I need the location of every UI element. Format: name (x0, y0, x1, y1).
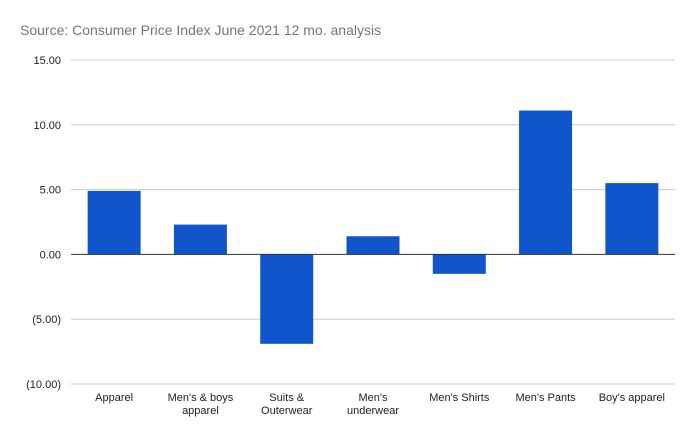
x-tick-label: apparel (182, 405, 219, 417)
y-tick-label: 10.00 (33, 120, 61, 132)
y-tick-label: 15.00 (33, 55, 61, 67)
x-tick-label: Men's (359, 392, 388, 404)
y-axis: 15.00 10.00 5.00 0.00 (5.00) (10.00) (26, 55, 61, 391)
bar (173, 224, 227, 255)
chart-subtitle: Source: Consumer Price Index June 2021 1… (20, 22, 381, 38)
x-tick-label: Outerwear (261, 405, 313, 417)
x-tick-label: Men's Shirts (429, 392, 490, 404)
y-tick-label: (10.00) (26, 379, 61, 391)
y-tick-label: 5.00 (40, 185, 61, 197)
x-tick-label: underwear (347, 405, 399, 417)
x-tick-label: Men's & boys (168, 392, 234, 404)
bar (260, 254, 314, 344)
y-tick-label: (5.00) (32, 314, 61, 326)
x-tick-label: Men's Pants (515, 392, 576, 404)
bar (605, 183, 659, 255)
x-tick-label: Suits & (269, 392, 305, 404)
bars (87, 110, 659, 344)
y-tick-label: 0.00 (40, 249, 61, 261)
x-tick-label: Boy's apparel (599, 392, 665, 404)
gridlines (71, 59, 675, 385)
bar (87, 190, 141, 255)
x-tick-label: Apparel (95, 392, 133, 404)
bar (432, 254, 486, 274)
bar (346, 236, 400, 255)
bar (519, 110, 573, 255)
